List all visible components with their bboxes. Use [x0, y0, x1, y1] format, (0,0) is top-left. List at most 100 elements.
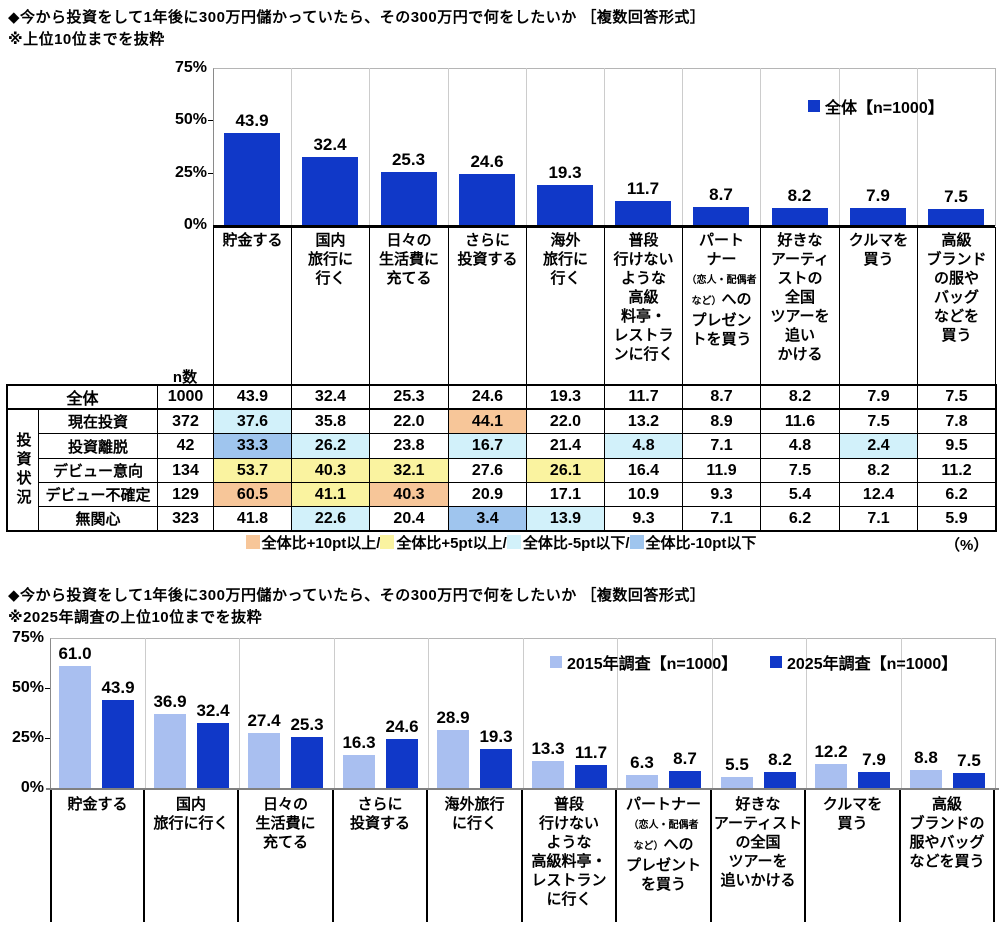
y-axis-tick-label: 50% — [11, 679, 44, 696]
table-value-cell: 25.3 — [369, 385, 449, 410]
table-value-cell: 43.9 — [213, 385, 292, 410]
category-label-line: ストの — [777, 270, 823, 287]
category-header-cell: 普段 行けない ような 高級 料亭・ レストラ ンに行く — [604, 227, 683, 385]
bar-value-label: 11.7 — [626, 179, 660, 198]
category-header-cell: クルマを 買う — [839, 227, 918, 385]
gridline-vertical — [145, 638, 146, 788]
table-row-label: 現在投資 — [38, 409, 158, 434]
table-n-value: 42 — [157, 433, 214, 459]
legend-swatch-2025 — [770, 656, 782, 668]
bar-2025 — [858, 772, 890, 788]
category-label-line: 生活費に — [255, 815, 316, 832]
bar-value-label: 8.2 — [768, 750, 792, 769]
category-label-line: クルマを — [848, 232, 909, 249]
bar-2015 — [343, 755, 375, 788]
y-axis-tick-mark — [208, 120, 213, 121]
bar-value-label: 27.4 — [247, 711, 281, 730]
table-value-cell: 6.2 — [917, 482, 996, 507]
category-label-cell: クルマを 買う — [806, 790, 901, 922]
table-value-cell: 44.1 — [448, 409, 527, 434]
table-value-cell: 7.5 — [839, 409, 918, 434]
bar-value-label: 5.5 — [725, 755, 749, 774]
table-value-cell: 7.1 — [839, 506, 918, 531]
category-label-line: 全国 — [784, 289, 815, 306]
table-value-cell: 9.5 — [917, 433, 996, 459]
category-label-line: 行く — [550, 270, 581, 287]
y-axis-tick-label: 0% — [183, 216, 207, 233]
table-value-cell: 21.4 — [526, 433, 605, 459]
table-row-label-all: 全体 — [7, 385, 158, 410]
category-label-line: 旅行に行く — [153, 815, 229, 832]
category-label-line: アーティスト — [713, 815, 803, 832]
bar-value-label: 8.7 — [673, 749, 697, 768]
table-value-cell: 10.9 — [604, 482, 683, 507]
category-label-cell: パートナー （恋人・配偶者 など）への プレゼント を買う — [617, 790, 712, 922]
bar-2025 — [197, 723, 229, 788]
category-label-line: 高級料亭・ — [531, 853, 607, 870]
category-label-line: バッグ — [933, 289, 979, 306]
legend-swatch-overall — [808, 100, 820, 112]
category-label-line: の全国 — [735, 834, 781, 851]
table-value-cell: 8.2 — [839, 458, 918, 483]
category-label-line: クルマを — [822, 796, 883, 813]
gridline-vertical — [239, 638, 240, 788]
bar-overall — [537, 185, 593, 225]
bar-2015 — [815, 764, 847, 788]
table-value-cell: 20.9 — [448, 482, 527, 507]
category-label-line: 生活費に — [378, 251, 439, 268]
table-n-value: 129 — [157, 482, 214, 507]
bar-2015 — [248, 733, 280, 788]
table-value-cell: 32.1 — [369, 458, 449, 483]
bar-value-label: 25.3 — [391, 150, 426, 169]
gridline-vertical — [526, 68, 527, 225]
category-label-cell: 貯金する — [50, 790, 145, 922]
bar-value-label: 19.3 — [479, 727, 513, 746]
bar-2025 — [291, 737, 323, 788]
y-axis-tick-mark — [208, 173, 213, 174]
category-label-line: の服や — [933, 270, 979, 287]
category-label-segment: など） — [691, 296, 722, 307]
bar-value-label: 32.4 — [196, 701, 230, 720]
category-label-line: 旅行に — [307, 251, 353, 268]
category-header-cell: 国内 旅行に 行く — [291, 227, 370, 385]
category-label-line: 高級 — [941, 232, 972, 249]
y-axis-tick-mark — [45, 688, 50, 689]
bar-value-label: 24.6 — [385, 717, 419, 736]
category-label-segment: （恋人・配偶者 — [686, 275, 757, 286]
table-value-cell: 7.8 — [917, 409, 996, 434]
bar-value-label: 19.3 — [548, 163, 582, 182]
table-value-cell: 16.4 — [604, 458, 683, 483]
bar-value-label: 7.5 — [957, 751, 981, 770]
y-axis-tick-label: 0% — [20, 779, 44, 796]
category-label-line: ンに行く — [613, 346, 674, 363]
table-value-cell: 60.5 — [213, 482, 292, 507]
category-label-line: 行けない — [613, 251, 674, 268]
category-label-line: 服やバッグ — [909, 834, 985, 851]
gridline-vertical — [369, 68, 370, 225]
table-value-cell: 32.4 — [291, 385, 370, 410]
y-axis-tick-label: 75% — [11, 629, 44, 646]
bar-value-label: 7.9 — [862, 750, 886, 769]
table-value-cell: 22.0 — [526, 409, 605, 434]
bar-value-label: 24.6 — [470, 152, 504, 171]
bar-value-label: 8.2 — [787, 186, 812, 205]
gridline-vertical — [682, 68, 683, 225]
bar-2015 — [910, 770, 942, 788]
category-label-line: かける — [777, 346, 823, 363]
gridline-vertical — [291, 68, 292, 225]
highlight-legend-label: 全体比-5pt以下/ — [522, 534, 630, 552]
n-count-header: n数 — [172, 369, 198, 386]
table-value-cell: 53.7 — [213, 458, 292, 483]
table-value-cell: 16.7 — [448, 433, 527, 459]
category-label-line: 普段 — [553, 796, 584, 813]
category-header-cell: 高級 ブランド の服や バッグ などを 買う — [917, 227, 996, 385]
gridline-vertical — [617, 638, 618, 788]
bar-value-label: 13.3 — [531, 739, 565, 758]
category-label-line: を買う — [640, 876, 686, 893]
table-value-cell: 26.2 — [291, 433, 370, 459]
category-label-segment: への — [721, 291, 752, 308]
bar-2015 — [626, 775, 658, 788]
category-label-line: 普段 — [628, 232, 659, 249]
table-value-cell: 13.9 — [526, 506, 605, 531]
